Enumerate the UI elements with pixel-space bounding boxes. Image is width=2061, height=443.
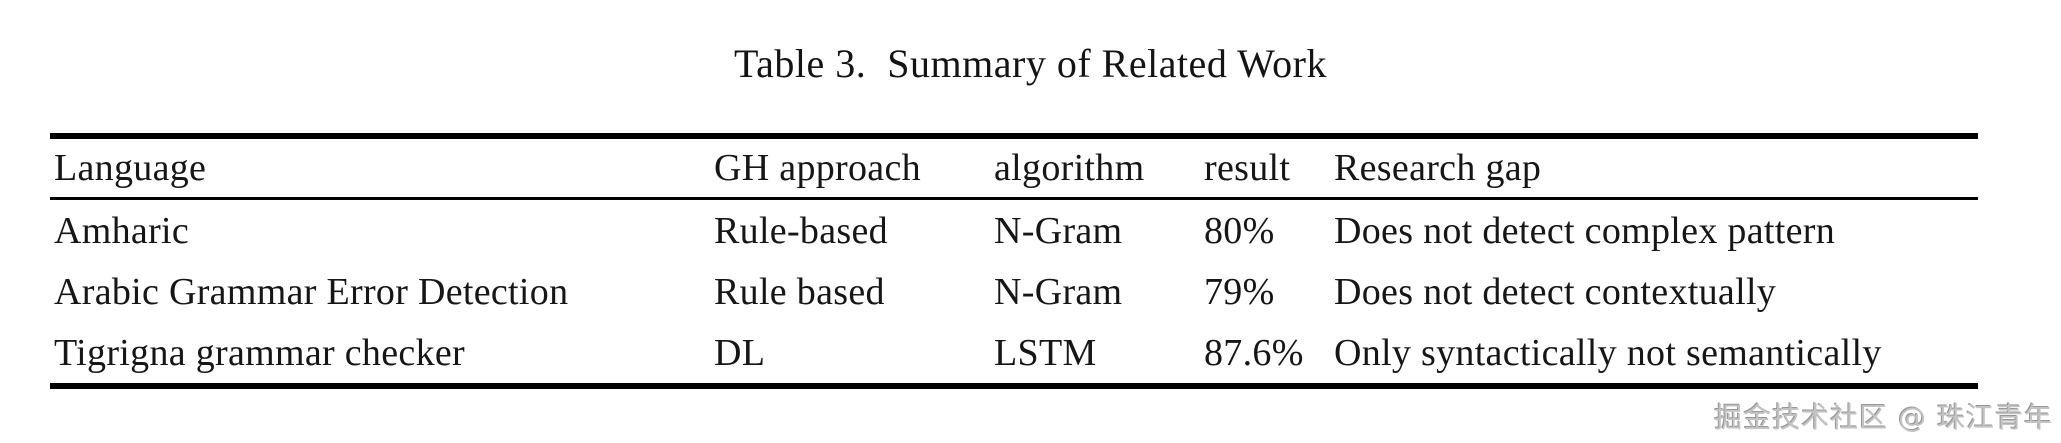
cell-language: Arabic Grammar Error Detection [54, 270, 569, 313]
cell-gh-approach: Rule-based [714, 209, 888, 252]
table-row: Amharic Rule-based N-Gram 80% Does not d… [50, 200, 1978, 261]
cell-result: 80% [1204, 209, 1275, 252]
table-row: Arabic Grammar Error Detection Rule base… [50, 261, 1978, 322]
cell-result: 87.6% [1204, 331, 1304, 374]
cell-language: Tigrigna grammar checker [54, 331, 465, 374]
column-header-result: result [1204, 147, 1291, 189]
column-header-gh-approach: GH approach [714, 147, 921, 189]
cell-algorithm: LSTM [994, 331, 1097, 374]
cell-algorithm: N-Gram [994, 209, 1123, 252]
cell-research-gap: Only syntactically not semantically [1334, 331, 1882, 374]
cell-research-gap: Does not detect contextually [1334, 270, 1777, 313]
watermark-text: 掘金技术社区 @ 珠江青年 [1714, 401, 2053, 434]
column-header-language: Language [54, 147, 207, 189]
table-bottom-rule [50, 383, 1978, 389]
column-header-algorithm: algorithm [994, 147, 1145, 189]
table-row: Tigrigna grammar checker DL LSTM 87.6% O… [50, 322, 1978, 383]
related-work-table: Language GH approach algorithm result Re… [50, 133, 1978, 389]
cell-gh-approach: DL [714, 331, 766, 374]
table-top-rule [50, 133, 1978, 139]
table-caption: Table 3. Summary of Related Work [734, 41, 1327, 86]
cell-language: Amharic [54, 209, 190, 252]
cell-research-gap: Does not detect complex pattern [1334, 209, 1836, 252]
cell-gh-approach: Rule based [714, 270, 885, 313]
table-header-separator-rule [50, 197, 1978, 200]
table-header-row: Language GH approach algorithm result Re… [50, 139, 1978, 197]
column-header-research-gap: Research gap [1334, 147, 1542, 189]
cell-result: 79% [1204, 270, 1275, 313]
cell-algorithm: N-Gram [994, 270, 1123, 313]
